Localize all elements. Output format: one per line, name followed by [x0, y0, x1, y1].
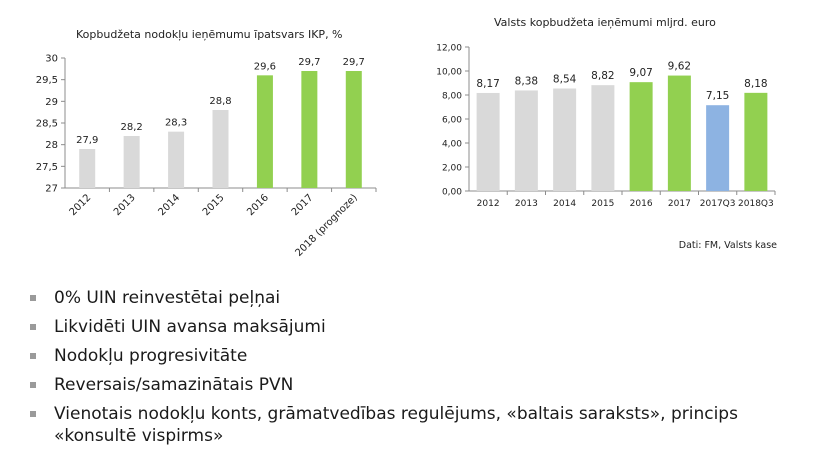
chart2-x-tick-label: 2016 — [630, 199, 653, 209]
chart2-x-tick-label: 2013 — [515, 199, 538, 209]
chart2-y-tick-label: 4,00 — [442, 140, 462, 150]
chart1-y-tick-label: 27,5 — [36, 162, 58, 173]
bullet-item: Reversais/samazinātais PVN — [26, 374, 796, 396]
chart2-bar — [514, 90, 538, 191]
bullet-item: Vienotais nodokļu konts, grāmatvedības r… — [26, 403, 796, 447]
chart1-value-label: 28,2 — [121, 122, 143, 133]
chart2-x-tick-label: 2017Q3 — [700, 199, 736, 209]
chart2-bar — [476, 92, 500, 191]
chart2-value-label: 8,54 — [553, 74, 577, 86]
chart1-bar — [301, 71, 318, 188]
chart1-value-label: 27,9 — [76, 135, 98, 146]
chart2-y-tick-label: 10,00 — [436, 68, 462, 78]
chart1-bar — [212, 110, 229, 188]
chart1-value-label: 29,7 — [298, 57, 320, 68]
chart2-title: Valsts kopbudžeta ieņēmumi mljrd. euro — [494, 16, 716, 29]
chart2-x-tick-label: 2015 — [591, 199, 614, 209]
bullet-list: 0% UIN reinvestētai peļņai Likvidēti UIN… — [26, 287, 796, 454]
chart2-value-label: 8,17 — [476, 78, 499, 90]
bullet-item: 0% UIN reinvestētai peļņai — [26, 287, 796, 309]
chart2-value-label: 9,07 — [629, 67, 652, 79]
chart2-bar — [667, 75, 691, 191]
chart2-x-tick-label: 2012 — [477, 199, 500, 209]
chart1-y-tick-label: 30 — [45, 54, 58, 65]
chart1-y-tick-label: 28 — [45, 140, 58, 151]
chart1-y-tick-label: 28,5 — [36, 119, 58, 130]
chart2-value-label: 8,82 — [591, 70, 614, 82]
chart2-value-label: 8,18 — [744, 78, 767, 90]
chart2-y-tick-label: 8,00 — [442, 92, 462, 102]
source-note: Dati: FM, Valsts kase — [678, 240, 777, 251]
chart1-bar — [256, 75, 273, 188]
chart2-x-tick-label: 2018Q3 — [738, 199, 774, 209]
chart2-bar — [744, 92, 768, 191]
bullet-item: Likvidēti UIN avansa maksājumi — [26, 316, 796, 338]
chart1-title: Kopbudžeta nodokļu ieņēmumu īpatsvars IK… — [76, 28, 343, 41]
chart2-value-label: 9,62 — [668, 61, 691, 73]
chart1-y-tick-label: 29,5 — [36, 75, 58, 86]
chart1-y-tick-label: 27 — [45, 184, 58, 195]
chart2-y-tick-label: 12,00 — [436, 44, 462, 54]
chart1-y-tick-label: 29 — [45, 97, 58, 108]
chart2-y-tick-label: 0,00 — [442, 188, 462, 198]
chart1-bar — [168, 131, 185, 188]
chart1-value-label: 29,6 — [254, 61, 276, 72]
chart2-bar — [629, 82, 653, 191]
chart2-bar — [706, 105, 730, 191]
chart1-value-label: 29,7 — [343, 57, 365, 68]
chart1-bar — [345, 71, 362, 188]
chart2-bar — [591, 85, 615, 191]
chart1-value-label: 28,3 — [165, 118, 187, 129]
chart1-value-label: 28,8 — [209, 96, 231, 107]
chart2-x-tick-label: 2017 — [668, 199, 691, 209]
chart2-value-label: 7,15 — [706, 90, 729, 102]
chart2-y-tick-label: 6,00 — [442, 116, 462, 126]
chart1-bar — [123, 136, 140, 188]
chart2-x-tick-label: 2014 — [553, 199, 576, 209]
chart2-value-label: 8,38 — [515, 75, 538, 87]
chart1-bar — [79, 149, 96, 188]
chart2-bar — [553, 88, 577, 191]
bullet-item: Nodokļu progresivitāte — [26, 345, 796, 367]
chart2-y-tick-label: 2,00 — [442, 164, 462, 174]
